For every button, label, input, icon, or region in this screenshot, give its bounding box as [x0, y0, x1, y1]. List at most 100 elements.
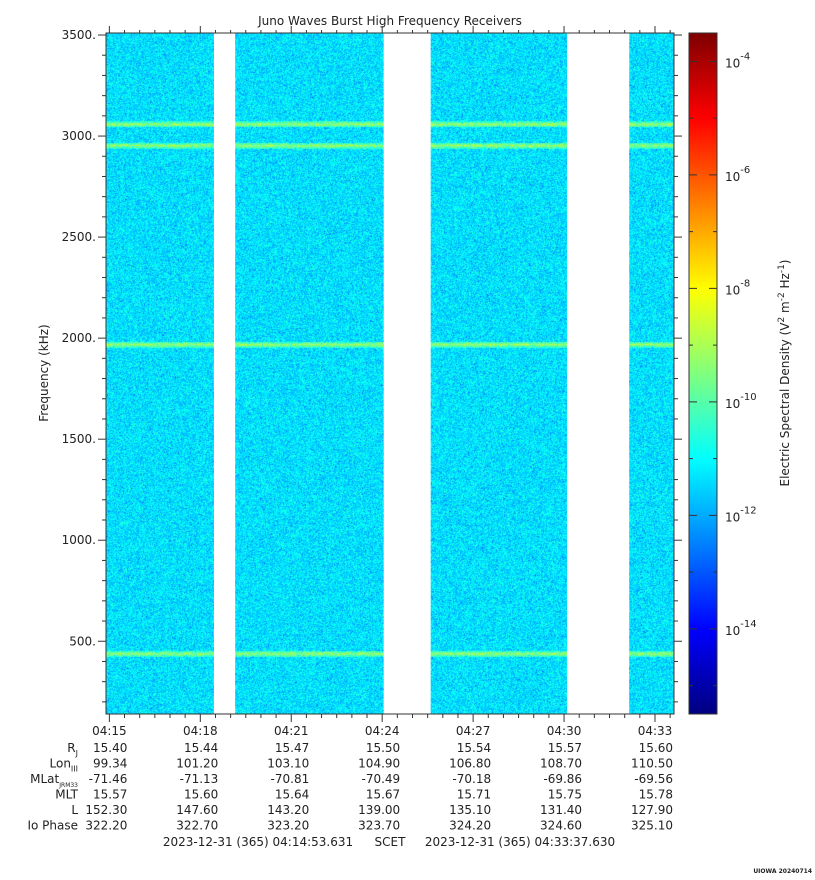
colorbar-strip	[689, 553, 717, 555]
colorbar-strip	[689, 368, 717, 370]
colorbar-strip	[689, 678, 717, 680]
colorbar-strip	[689, 134, 717, 136]
colorbar-strip	[689, 248, 717, 250]
scet-label: SCET	[375, 835, 407, 849]
data-gap	[383, 33, 431, 714]
colorbar-strip	[689, 80, 717, 82]
colorbar-strip	[689, 312, 717, 314]
colorbar-strip	[689, 185, 717, 187]
y-tick-label: 2000.	[62, 331, 96, 345]
colorbar-strip	[689, 150, 717, 152]
colorbar-strip	[689, 617, 717, 619]
colorbar-strip	[689, 637, 717, 639]
colorbar-strip	[689, 54, 717, 56]
colorbar-strip	[689, 711, 717, 713]
colorbar-strip	[689, 471, 717, 473]
colorbar-strip	[689, 451, 717, 453]
ephemeris-value: 15.75	[548, 788, 582, 802]
colorbar-strip	[689, 698, 717, 700]
colorbar-strip	[689, 568, 717, 570]
colorbar-strip	[689, 422, 717, 424]
colorbar-strip	[689, 258, 717, 260]
colorbar-strip	[689, 551, 717, 553]
colorbar-strip	[689, 631, 717, 633]
colorbar-strip	[689, 423, 717, 425]
colorbar-strip	[689, 210, 717, 212]
colorbar-strip	[689, 205, 717, 207]
colorbar-strip	[689, 196, 717, 198]
colorbar-label: Electric Spectral Density (V2 m-2 Hz-1)	[777, 259, 792, 486]
colorbar-strip	[689, 260, 717, 262]
colorbar-strip	[689, 238, 717, 240]
colorbar-strip	[689, 347, 717, 349]
colorbar-strip	[689, 401, 717, 403]
colorbar-strip	[689, 88, 717, 90]
colorbar-strip	[689, 499, 717, 501]
colorbar-strip	[689, 367, 717, 369]
ephemeris-value: 325.10	[631, 819, 673, 833]
colorbar-strip	[689, 102, 717, 104]
colorbar-strip	[689, 484, 717, 486]
colorbar-strip	[689, 284, 717, 286]
colorbar-strip	[689, 392, 717, 394]
colorbar-strip	[689, 42, 717, 44]
colorbar-strip	[689, 683, 717, 685]
colorbar-strip	[689, 70, 717, 72]
colorbar-strip	[689, 65, 717, 67]
colorbar-strip	[689, 223, 717, 225]
colorbar-strip	[689, 671, 717, 673]
colorbar-strip	[689, 585, 717, 587]
colorbar-strip	[689, 647, 717, 649]
colorbar-strip	[689, 213, 717, 215]
colorbar-strip	[689, 289, 717, 291]
colorbar-strip	[689, 176, 717, 178]
colorbar-strip	[689, 73, 717, 75]
colorbar-strip	[689, 680, 717, 682]
colorbar-strip	[689, 300, 717, 302]
colorbar-strip	[689, 246, 717, 248]
ephemeris-value: 15.78	[639, 788, 673, 802]
colorbar-strip	[689, 63, 717, 65]
colorbar-strip	[689, 299, 717, 301]
colorbar-strip	[689, 614, 717, 616]
colorbar-strip	[689, 384, 717, 386]
colorbar-strip	[689, 435, 717, 437]
colorbar-strip	[689, 190, 717, 192]
colorbar-strip	[689, 122, 717, 124]
colorbar-strip	[689, 324, 717, 326]
colorbar-strip	[689, 655, 717, 657]
colorbar-strip	[689, 53, 717, 55]
colorbar-strip	[689, 536, 717, 538]
colorbar-label-part: Electric Spectral Density (V	[778, 322, 792, 487]
credit-label: UIOWA 20240714	[753, 868, 812, 875]
colorbar-strip	[689, 309, 717, 311]
colorbar-strip	[689, 241, 717, 243]
colorbar-strip	[689, 377, 717, 379]
colorbar-strip	[689, 349, 717, 351]
ephemeris-table: RJ 15.40 15.44 15.47 15.50 15.54 15.57 15.60 Lon…	[27, 741, 673, 833]
colorbar-strip	[689, 649, 717, 651]
colorbar-strip	[689, 337, 717, 339]
colorbar-strip	[689, 560, 717, 562]
colorbar-strip	[689, 476, 717, 478]
colorbar-strip	[689, 217, 717, 219]
colorbar-strip	[689, 298, 717, 300]
colorbar-strip	[689, 549, 717, 551]
colorbar-strip	[689, 693, 717, 695]
colorbar-strip	[689, 84, 717, 86]
colorbar-strip	[689, 468, 717, 470]
colorbar-strip	[689, 414, 717, 416]
colorbar-strip	[689, 633, 717, 635]
colorbar-strip	[689, 440, 717, 442]
colorbar-strip	[689, 576, 717, 578]
colorbar-strip	[689, 640, 717, 642]
colorbar-strip	[689, 441, 717, 443]
colorbar-strip	[689, 59, 717, 61]
y-tick-label: 500.	[69, 634, 96, 648]
colorbar-strip	[689, 132, 717, 134]
colorbar-strip	[689, 668, 717, 670]
colorbar-strip	[689, 109, 717, 111]
colorbar-strip	[689, 515, 717, 517]
colorbar-strip	[689, 293, 717, 295]
colorbar-strip	[689, 214, 717, 216]
